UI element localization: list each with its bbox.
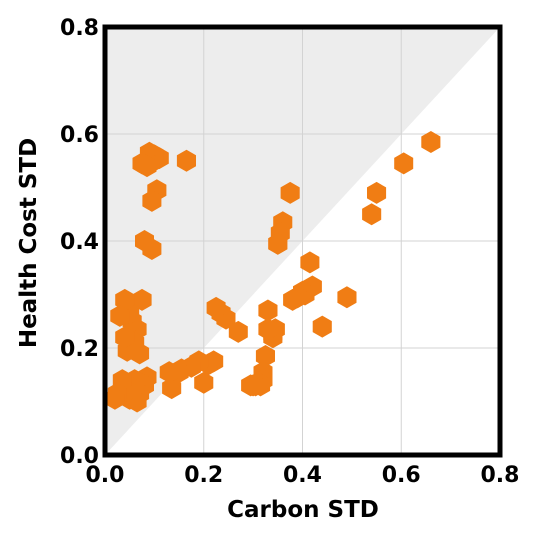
- data-point: [228, 320, 248, 343]
- data-point: [280, 181, 300, 204]
- x-tick-label: 0.6: [382, 463, 421, 488]
- data-point: [258, 318, 278, 341]
- y-tick-label: 0.0: [60, 444, 99, 469]
- data-point: [241, 374, 261, 397]
- plot-frame: [102, 24, 503, 458]
- data-point: [268, 232, 288, 255]
- x-tick-label: 0.4: [283, 463, 322, 488]
- data-point: [132, 152, 152, 175]
- data-point: [110, 304, 130, 327]
- x-tick-label: 0.8: [481, 463, 520, 488]
- y-tick-label: 0.6: [60, 123, 99, 148]
- data-points: [105, 131, 441, 413]
- data-point: [337, 286, 357, 309]
- y-tick-label: 0.4: [60, 230, 99, 255]
- data-point: [362, 203, 382, 226]
- x-tick-labels: 0.0 0.2 0.4 0.6 0.8: [86, 463, 520, 488]
- data-point: [132, 288, 152, 311]
- data-point: [105, 387, 125, 410]
- data-point: [159, 361, 179, 384]
- y-tick-label: 0.8: [60, 16, 99, 41]
- y-tick-labels: 0.0 0.2 0.4 0.6 0.8: [60, 16, 99, 469]
- data-point: [312, 315, 332, 338]
- data-point: [176, 149, 196, 172]
- data-point: [300, 251, 320, 274]
- data-point: [421, 131, 441, 153]
- data-point: [115, 326, 135, 349]
- x-axis-title: Carbon STD: [227, 497, 379, 523]
- data-point: [162, 377, 182, 400]
- data-point: [194, 371, 214, 394]
- data-point: [283, 288, 303, 311]
- data-point: [394, 152, 414, 175]
- y-axis-title: Health Cost STD: [16, 138, 42, 348]
- data-point: [255, 345, 275, 367]
- y-tick-label: 0.2: [60, 337, 99, 362]
- data-point: [206, 296, 226, 319]
- data-point: [258, 299, 278, 322]
- x-tick-label: 0.0: [86, 463, 125, 488]
- x-tick-label: 0.2: [184, 463, 223, 488]
- axes-frame: [102, 24, 503, 458]
- data-point: [142, 189, 162, 212]
- data-point: [367, 181, 387, 204]
- data-point: [135, 230, 154, 252]
